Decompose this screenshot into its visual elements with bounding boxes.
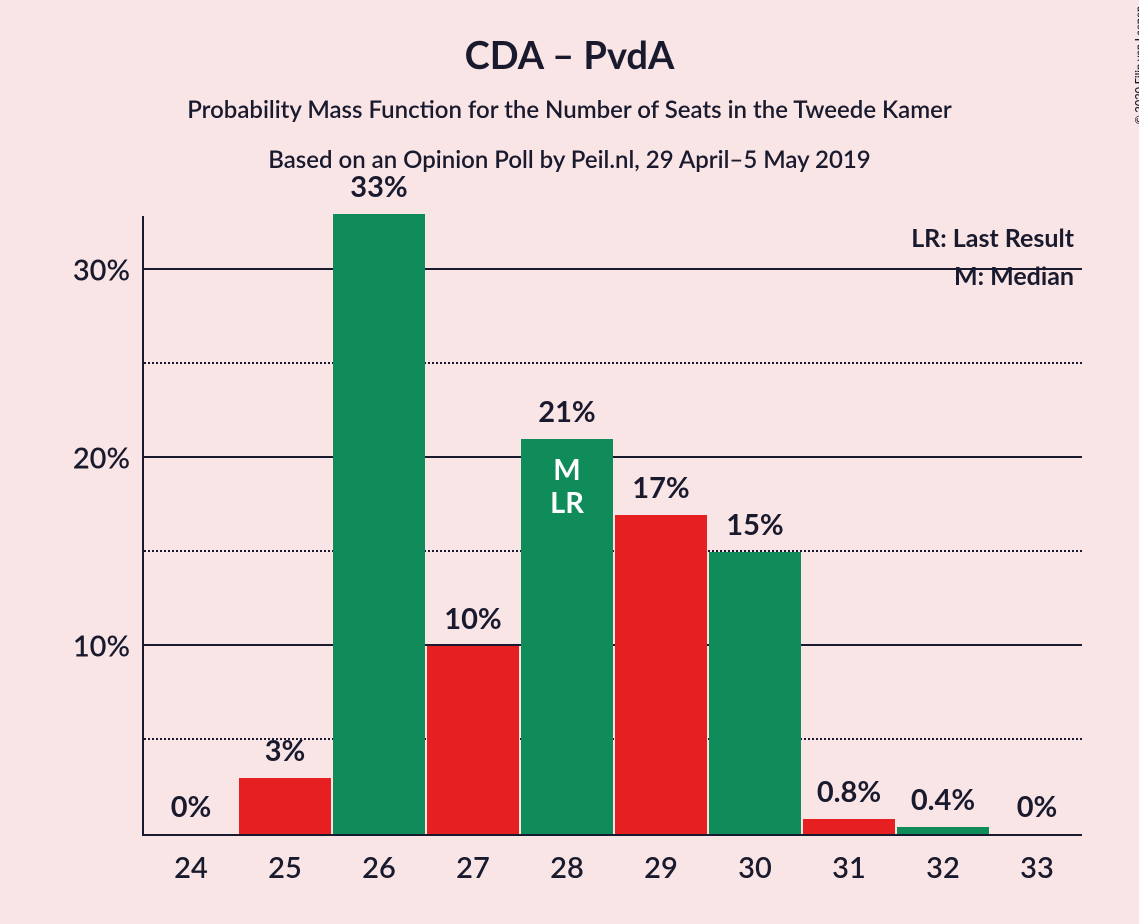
x-tick-label: 33	[1020, 834, 1054, 885]
bar-value-label: 0%	[171, 789, 212, 824]
bar-value-label: 3%	[265, 733, 306, 768]
bar-value-label: 15%	[726, 507, 783, 542]
x-tick-label: 25	[268, 834, 302, 885]
chart-subtitle-1: Probability Mass Function for the Number…	[0, 95, 1139, 124]
bar	[615, 515, 707, 834]
pmf-chart: CDA – PvdA Probability Mass Function for…	[0, 0, 1139, 924]
x-tick-label: 31	[832, 834, 866, 885]
bar-value-label: 10%	[444, 601, 501, 636]
chart-subtitle-2: Based on an Opinion Poll by Peil.nl, 29 …	[0, 145, 1139, 174]
bar-value-label: 0.4%	[911, 782, 975, 817]
x-tick-label: 32	[926, 834, 960, 885]
x-tick-label: 24	[174, 834, 208, 885]
y-tick-label: 10%	[73, 629, 144, 664]
legend: LR: Last ResultM: Median	[911, 220, 1074, 295]
y-tick-label: 30%	[73, 253, 144, 288]
copyright-text: © 2020 Filip van Laenen	[1133, 6, 1139, 124]
plot-area: 10%20%30%0%243%2533%2610%2721%MLR2817%29…	[142, 216, 1082, 836]
x-tick-label: 30	[738, 834, 772, 885]
x-tick-label: 27	[456, 834, 490, 885]
x-tick-label: 29	[644, 834, 678, 885]
bar	[897, 827, 989, 835]
bar	[803, 819, 895, 834]
chart-title: CDA – PvdA	[0, 32, 1139, 78]
x-tick-label: 26	[362, 834, 396, 885]
grid-line-minor	[144, 362, 1082, 364]
bar-value-label: 0.8%	[817, 774, 881, 809]
bar-value-label: 0%	[1017, 789, 1058, 824]
legend-line: LR: Last Result	[911, 220, 1074, 258]
bar-value-label: 21%	[538, 394, 595, 429]
bar	[427, 646, 519, 834]
y-tick-label: 20%	[73, 441, 144, 476]
bar-value-label: 17%	[632, 470, 689, 505]
legend-line: M: Median	[911, 258, 1074, 296]
bar	[333, 214, 425, 834]
bar	[709, 552, 801, 834]
bar-value-label: 33%	[350, 169, 407, 204]
x-tick-label: 28	[550, 834, 584, 885]
bar-marker-label: MLR	[550, 453, 584, 520]
bar	[239, 778, 331, 834]
